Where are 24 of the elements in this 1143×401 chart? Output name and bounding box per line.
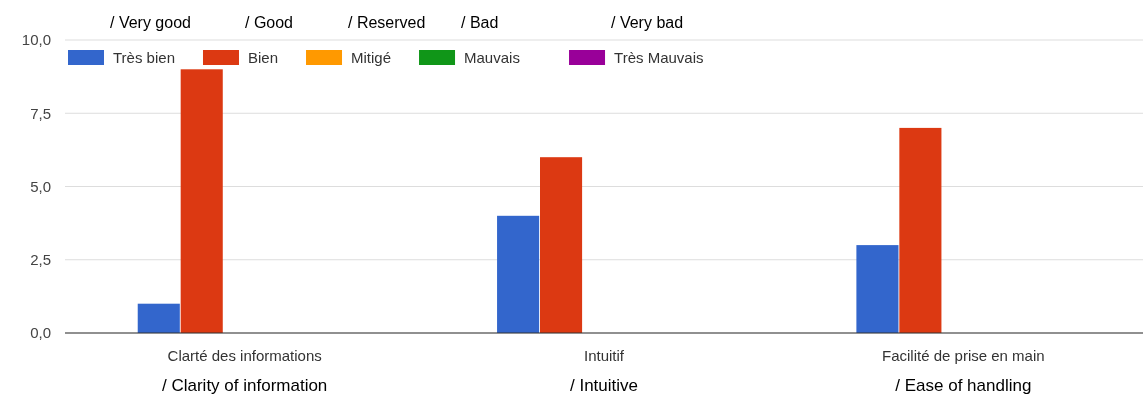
bar [899, 127, 942, 333]
legend-label: Mitigé [351, 49, 392, 66]
legend-label: Très Mauvais [614, 49, 704, 66]
y-tick-label: 0,0 [30, 324, 51, 342]
text: / Very good [110, 14, 191, 31]
bar [497, 215, 540, 333]
text: / Reserved [348, 14, 426, 31]
y-tick-label: 7,5 [30, 104, 51, 122]
bar [856, 245, 899, 333]
x-tick-label: Intuitif / Intuitive [569, 347, 639, 395]
bar [180, 69, 223, 333]
y-tick-label: 2,5 [30, 251, 51, 269]
legend-label: Bien [247, 49, 279, 66]
bar [137, 303, 180, 333]
x-tick-label: Clarté des informations / Clarity of information [161, 347, 328, 395]
legend-label: Mauvais [464, 49, 520, 66]
text: / Very bad [611, 14, 684, 31]
text: / Good [244, 14, 294, 31]
text: / Bad [461, 14, 499, 31]
y-tick-label: 10,0 [21, 31, 51, 49]
x-tick-label: Facilité de prise en main / Ease of handling [882, 347, 1045, 395]
legend-label: Très bien [113, 49, 175, 66]
y-tick-label: 5,0 [30, 177, 51, 195]
bar [540, 157, 583, 333]
